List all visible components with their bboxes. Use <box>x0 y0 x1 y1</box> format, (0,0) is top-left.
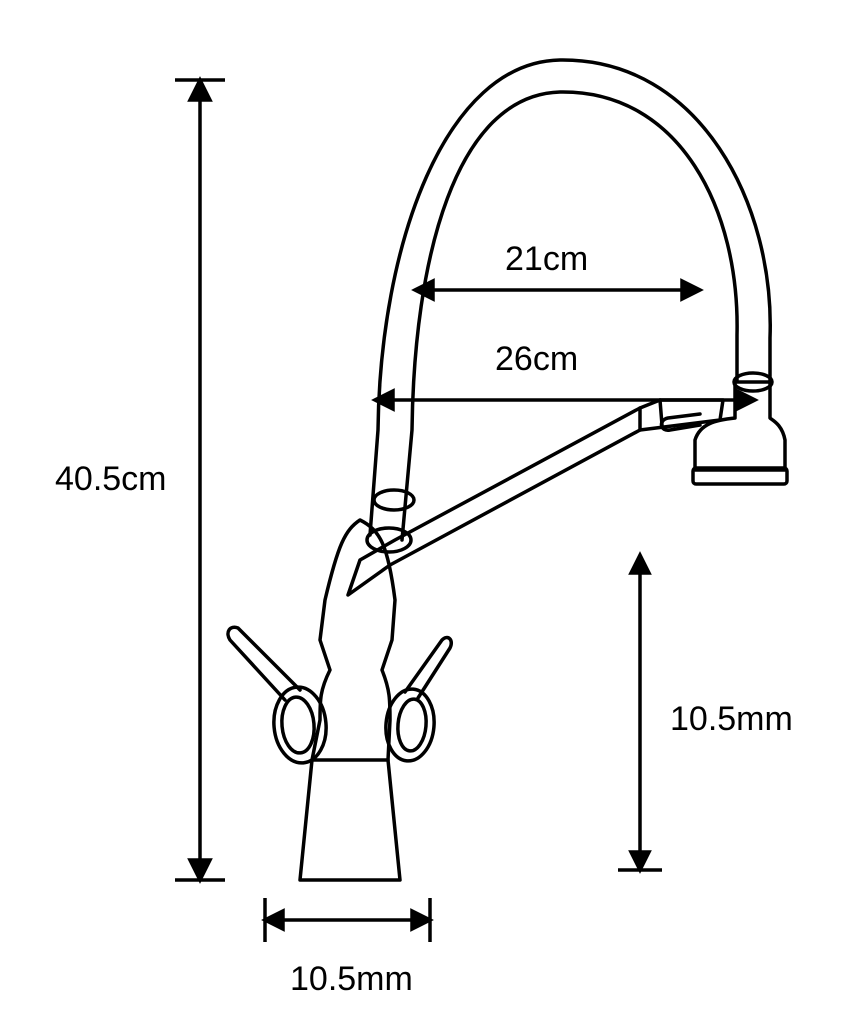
faucet-base <box>300 760 400 880</box>
label-spout-drop: 10.5mm <box>670 700 793 738</box>
right-handle <box>383 638 451 763</box>
dim-base-width <box>265 898 430 942</box>
dim-spout-reach <box>415 281 700 299</box>
faucet-dimension-diagram: 40.5cm 21cm 26cm 10.5mm 10.5mm <box>0 0 862 1024</box>
dim-height-total <box>175 80 225 880</box>
label-base-width: 10.5mm <box>290 960 413 998</box>
label-height-total: 40.5cm <box>55 460 167 498</box>
dim-spout-drop <box>618 555 662 870</box>
faucet-outline <box>228 60 787 880</box>
sprayer-head <box>661 382 787 484</box>
label-spout-reach: 21cm <box>505 240 588 278</box>
gooseneck <box>367 60 772 552</box>
dim-upper-width <box>375 391 755 409</box>
label-upper-width: 26cm <box>495 340 578 378</box>
